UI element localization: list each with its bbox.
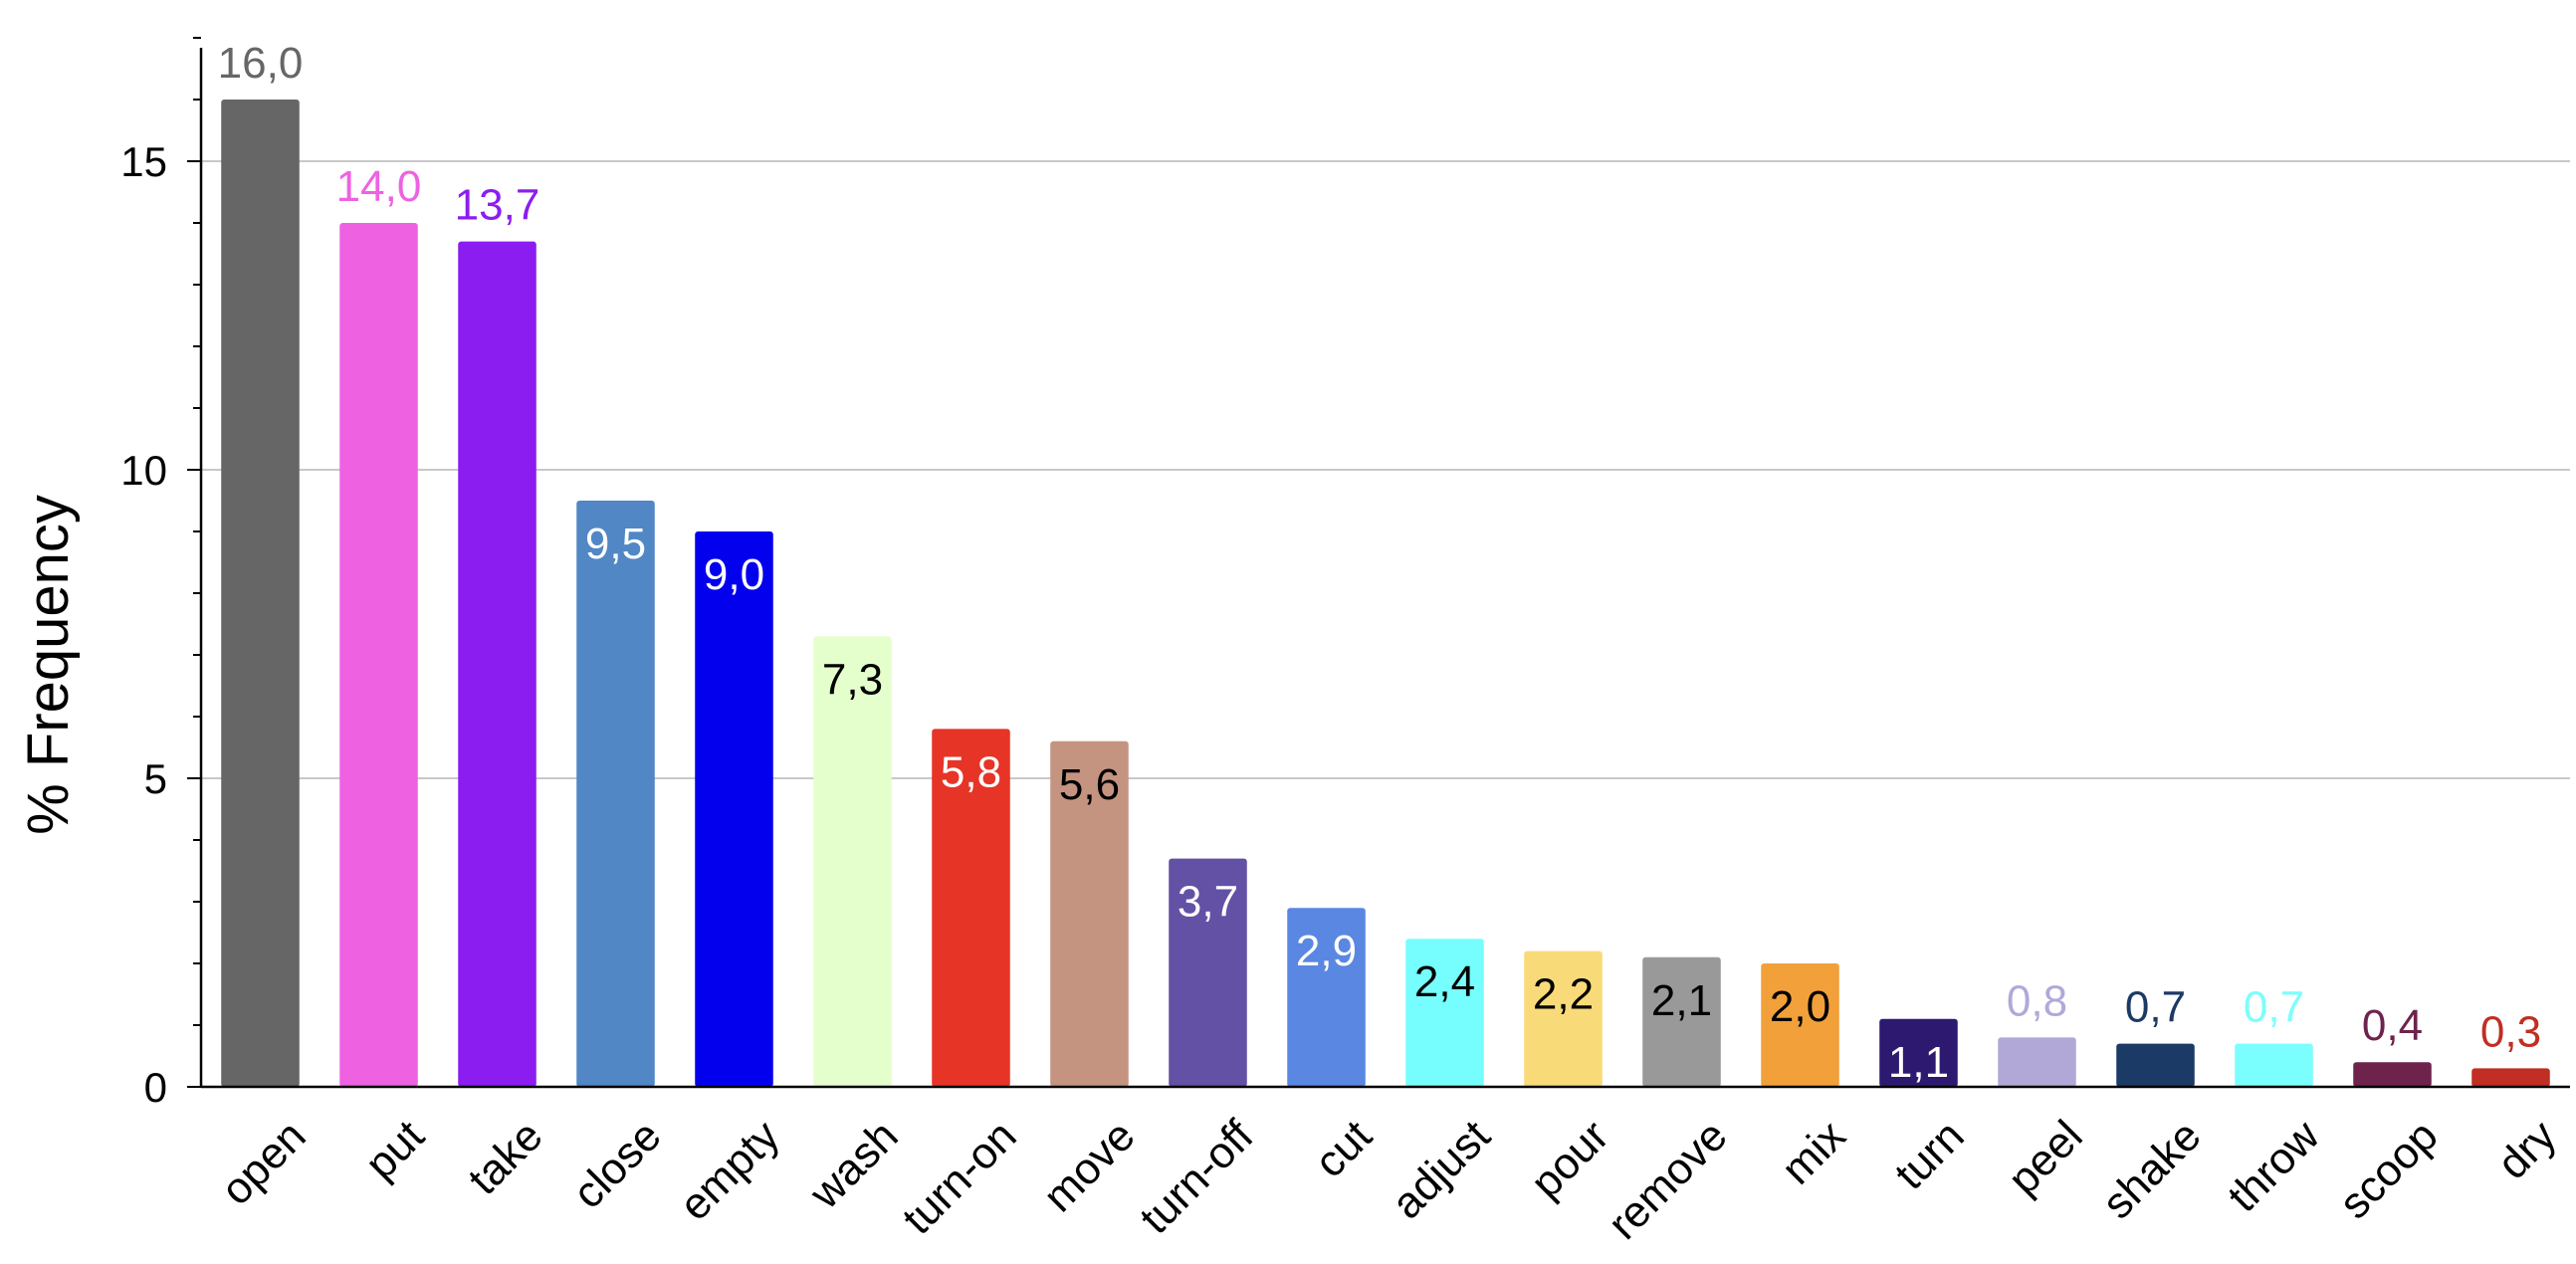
value-label-mix: 2,0 <box>1770 982 1830 1031</box>
bar-remove <box>1642 956 1721 1087</box>
category-label-cut: cut <box>1305 1111 1381 1186</box>
value-label-adjust: 2,4 <box>1414 957 1475 1006</box>
bar-turn <box>1879 1018 1958 1087</box>
value-label-open: 16,0 <box>218 39 304 88</box>
bar-move <box>1050 740 1129 1087</box>
category-label-empty: empty <box>670 1111 788 1229</box>
bar-mix <box>1761 963 1839 1087</box>
bar-scoop <box>2353 1062 2432 1087</box>
gridlines <box>201 160 2570 779</box>
value-label-take: 13,7 <box>455 181 540 230</box>
category-label-remove: remove <box>1599 1111 1736 1248</box>
y-tick-label: 0 <box>144 1064 167 1111</box>
category-label-open: open <box>212 1111 316 1214</box>
bar-turn-off <box>1169 858 1247 1087</box>
value-label-empty: 9,0 <box>704 550 764 599</box>
bars <box>221 100 2550 1088</box>
category-label-scoop: scoop <box>2330 1111 2448 1228</box>
value-label-put: 14,0 <box>336 162 422 211</box>
category-label-turn-off: turn-off <box>1131 1111 1263 1243</box>
value-label-turn-on: 5,8 <box>941 747 1001 796</box>
category-label-move: move <box>1034 1111 1145 1221</box>
value-label-shake: 0,7 <box>2125 983 2186 1032</box>
bar-take <box>458 241 537 1088</box>
category-label-wash: wash <box>800 1111 908 1218</box>
value-label-move: 5,6 <box>1059 760 1120 809</box>
y-axis-title: % Frequency <box>16 495 81 835</box>
value-label-dry: 0,3 <box>2480 1007 2541 1056</box>
bar-wash <box>813 636 892 1087</box>
category-label-turn-on: turn-on <box>893 1111 1025 1243</box>
bar-peel <box>1998 1037 2076 1087</box>
bar-put <box>339 223 418 1087</box>
category-label-dry: dry <box>2488 1111 2566 1188</box>
value-label-cut: 2,9 <box>1296 927 1357 975</box>
category-label-take: take <box>459 1111 551 1203</box>
value-label-wash: 7,3 <box>822 655 883 704</box>
value-label-peel: 0,8 <box>2007 976 2067 1025</box>
category-label-pour: pour <box>1522 1111 1618 1207</box>
bar-close <box>576 501 655 1087</box>
bar-empty <box>695 531 773 1087</box>
category-label-adjust: adjust <box>1383 1111 1500 1228</box>
axes <box>187 37 2570 1089</box>
y-tick-label: 10 <box>120 447 167 494</box>
value-label-pour: 2,2 <box>1533 970 1594 1019</box>
category-label-shake: shake <box>2093 1111 2211 1228</box>
category-label-close: close <box>563 1111 670 1217</box>
bar-adjust <box>1405 939 1484 1087</box>
y-tick-label: 5 <box>144 755 167 802</box>
category-label-mix: mix <box>1773 1111 1855 1193</box>
value-label-remove: 2,1 <box>1651 976 1712 1025</box>
category-label-throw: throw <box>2219 1111 2329 1221</box>
bar-pour <box>1524 950 1603 1087</box>
value-label-turn-off: 3,7 <box>1178 878 1238 927</box>
bar-shake <box>2116 1043 2195 1087</box>
bar-turn-on <box>932 729 1010 1087</box>
bar-cut <box>1287 908 1366 1087</box>
value-label-scoop: 0,4 <box>2362 1001 2423 1050</box>
bar-dry <box>2471 1068 2550 1087</box>
category-label-peel: peel <box>1999 1111 2091 1203</box>
category-label-put: put <box>356 1111 434 1188</box>
bar-throw <box>2235 1043 2313 1087</box>
value-label-throw: 0,7 <box>2244 983 2304 1032</box>
bar-open <box>221 100 300 1087</box>
category-label-turn: turn <box>1885 1111 1973 1198</box>
value-label-close: 9,5 <box>585 520 646 568</box>
value-label-turn: 1,1 <box>1888 1038 1949 1087</box>
y-tick-label: 15 <box>120 138 167 185</box>
